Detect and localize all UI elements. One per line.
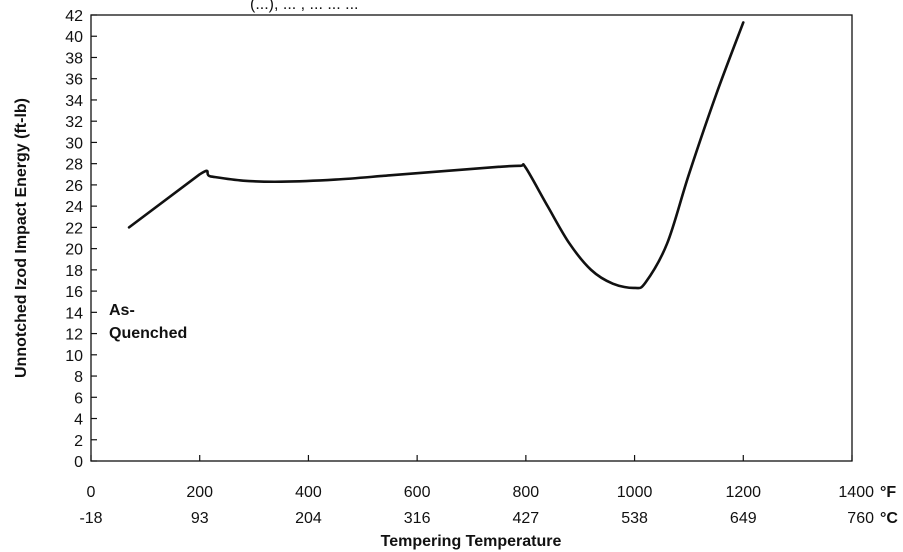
- chart-title: (...), ... , ... ... ...: [250, 0, 358, 13]
- y-tick-label: 28: [65, 157, 83, 174]
- y-tick-label: 38: [65, 50, 83, 67]
- y-tick-label: 34: [65, 93, 83, 110]
- x-tick-label-c: 316: [404, 510, 431, 527]
- x-unit-f-label: °F: [880, 484, 896, 501]
- x-tick-label-f: 800: [513, 484, 540, 501]
- x-tick-label-c: -18: [79, 510, 102, 527]
- x-axis-ticks: 0 -18 200 93 400 204 600 316 800 427 1000 538 1200 64…: [79, 455, 874, 527]
- x-tick-label-f: 1200: [725, 484, 761, 501]
- x-axis-title: Tempering Temperature: [381, 533, 562, 550]
- x-tick-label-c: 427: [513, 510, 540, 527]
- series-line: [127, 21, 745, 290]
- x-tick-label-f: 1400: [838, 484, 874, 501]
- y-tick-label: 22: [65, 220, 83, 237]
- y-tick-label: 42: [65, 8, 83, 25]
- x-tick-label-f: 400: [295, 484, 322, 501]
- y-axis-title: Unnotched Izod Impact Energy (ft-lb): [13, 98, 30, 378]
- y-tick-label: 10: [65, 348, 83, 365]
- y-tick-label: 36: [65, 72, 83, 89]
- x-tick-label-c: 93: [191, 510, 209, 527]
- x-tick-label-c: 760: [847, 510, 874, 527]
- y-tick-label: 30: [65, 135, 83, 152]
- y-tick-label: 2: [74, 433, 83, 450]
- annotation-as-quenched-line2: Quenched: [109, 325, 187, 342]
- plot-frame: [90, 14, 853, 462]
- y-tick-label: 6: [74, 390, 83, 407]
- y-tick-label: 18: [65, 263, 83, 280]
- x-tick-label-f: 200: [186, 484, 213, 501]
- y-tick-label: 8: [74, 369, 83, 386]
- x-tick-label-f: 600: [404, 484, 431, 501]
- x-tick-label-f: 1000: [617, 484, 653, 501]
- y-tick-label: 32: [65, 114, 83, 131]
- y-tick-label: 4: [74, 412, 83, 429]
- y-tick-label: 20: [65, 242, 83, 259]
- y-tick-label: 14: [65, 305, 83, 322]
- x-unit-c-label: °C: [880, 510, 898, 527]
- annotation-as-quenched-line1: As-: [109, 302, 135, 319]
- y-tick-label: 24: [65, 199, 83, 216]
- y-tick-label: 12: [65, 327, 83, 344]
- series-group: [127, 21, 745, 290]
- y-tick-label: 0: [74, 454, 83, 471]
- y-tick-label: 16: [65, 284, 83, 301]
- y-tick-label: 26: [65, 178, 83, 195]
- y-tick-label: 40: [65, 29, 83, 46]
- x-tick-label-c: 649: [730, 510, 757, 527]
- x-tick-label-c: 538: [621, 510, 648, 527]
- x-tick-label-f: 0: [87, 484, 96, 501]
- x-tick-label-c: 204: [295, 510, 322, 527]
